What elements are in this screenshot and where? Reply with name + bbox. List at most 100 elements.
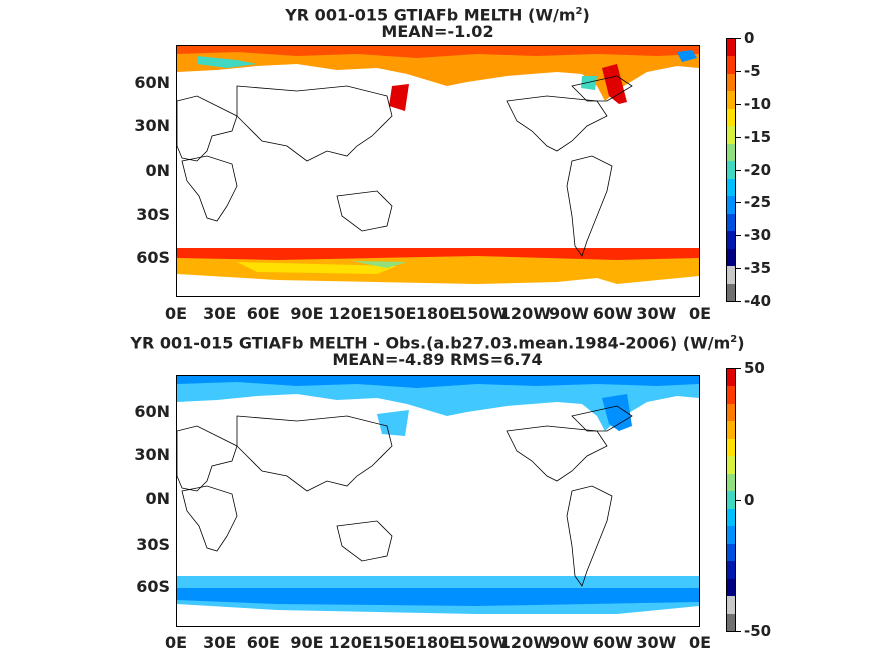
colorbar-tick-label: -15 bbox=[744, 127, 772, 146]
panel2-lon-label: 150W bbox=[456, 633, 508, 652]
panel1-lon-label: 180E bbox=[415, 304, 461, 323]
panel1-mean: MEAN=-1.02 bbox=[381, 22, 494, 41]
colorbar-tick-label: -25 bbox=[744, 193, 772, 212]
colorbar-swatch bbox=[727, 73, 735, 92]
panel2-colorbar-fill bbox=[727, 369, 735, 632]
panel1-map bbox=[176, 45, 700, 297]
panel2-lat-label-30s: 30S bbox=[136, 535, 170, 554]
panel1-colorbar-fill bbox=[727, 39, 735, 302]
panel1-map-svg bbox=[177, 46, 699, 296]
colorbar-tick-mark bbox=[736, 169, 741, 171]
panel2-title-text: YR 001-015 GTIAFb MELTH - Obs.(a.b27.03.… bbox=[130, 333, 731, 353]
colorbar-swatch bbox=[727, 108, 735, 127]
panel2-coastlines bbox=[177, 405, 633, 587]
colorbar-swatch bbox=[727, 369, 735, 387]
panel1-title-close: ) bbox=[582, 5, 590, 25]
colorbar-swatch bbox=[727, 578, 735, 597]
panel2-lon-label: 60W bbox=[592, 633, 633, 652]
colorbar-swatch bbox=[727, 456, 735, 474]
colorbar-swatch bbox=[727, 613, 735, 632]
panel2-lon-label: 90W bbox=[549, 633, 589, 652]
colorbar-tick-label: -40 bbox=[744, 292, 772, 310]
colorbar-swatch bbox=[727, 421, 735, 439]
panel1-southern-core bbox=[177, 248, 699, 260]
colorbar-swatch bbox=[727, 91, 735, 109]
panel1-southern-green bbox=[352, 261, 407, 268]
panel1-okhotsk bbox=[389, 84, 409, 111]
colorbar-swatch bbox=[727, 143, 735, 162]
panel1-antarctica bbox=[177, 284, 699, 296]
panel2-southern-core bbox=[177, 588, 699, 606]
colorbar-tick-label: -35 bbox=[744, 259, 772, 278]
panel1-lat-label-30s: 30S bbox=[136, 205, 170, 224]
panel2-colorbar bbox=[726, 368, 736, 632]
panel2-lon-label: 0E bbox=[688, 633, 712, 652]
colorbar-tick-mark bbox=[736, 202, 741, 204]
panel1-title: YR 001-015 GTIAFb MELTH (W/m2) bbox=[0, 2, 875, 25]
colorbar-tick-mark bbox=[736, 631, 741, 632]
colorbar-swatch bbox=[727, 213, 735, 232]
colorbar-tick-label: 50 bbox=[744, 359, 765, 377]
panel1-lon-label: 60E bbox=[246, 304, 280, 323]
panel1-arctic-blue-right bbox=[677, 50, 697, 62]
colorbar-swatch bbox=[727, 56, 735, 74]
colorbar-tick-label: 0 bbox=[744, 490, 755, 509]
colorbar-swatch bbox=[727, 491, 735, 509]
panel2-mean-rms: MEAN=-4.89 RMS=6.74 bbox=[332, 350, 543, 369]
panel1-title-sup: 2 bbox=[575, 6, 583, 17]
panel1-lon-label: 90E bbox=[290, 304, 324, 323]
panel1-lon-label: 150E bbox=[372, 304, 417, 323]
panel1-coastlines bbox=[177, 75, 633, 257]
panel1-lat-label-0n: 0N bbox=[145, 161, 170, 180]
panel2-title: YR 001-015 GTIAFb MELTH - Obs.(a.b27.03.… bbox=[0, 330, 875, 353]
panel2-lon-label: 90E bbox=[290, 633, 324, 652]
panel1-lon-label: 90W bbox=[549, 304, 589, 323]
colorbar-swatch bbox=[727, 283, 735, 302]
panel2-lon-label: 60E bbox=[246, 633, 280, 652]
panel2-lon-label: 180E bbox=[415, 633, 461, 652]
colorbar-tick-label: 0 bbox=[744, 29, 755, 47]
colorbar-tick-mark bbox=[736, 70, 741, 72]
panel2-antarctica bbox=[177, 614, 699, 626]
panel2-lat-label-30n: 30N bbox=[134, 445, 170, 464]
colorbar-swatch bbox=[727, 438, 735, 457]
panel2-title-close: ) bbox=[737, 333, 745, 353]
colorbar-tick-mark bbox=[736, 136, 741, 138]
panel1-arctic-blue-left bbox=[197, 56, 257, 68]
colorbar-swatch bbox=[727, 403, 735, 422]
panel1-lat-label-60n: 60N bbox=[134, 73, 170, 92]
colorbar-swatch bbox=[727, 178, 735, 197]
panel2-lon-label: 30E bbox=[203, 633, 237, 652]
panel1-colorbar bbox=[726, 38, 736, 302]
colorbar-swatch bbox=[727, 266, 735, 284]
colorbar-tick-mark bbox=[736, 38, 741, 39]
colorbar-swatch bbox=[727, 39, 735, 57]
colorbar-tick-mark bbox=[736, 268, 741, 270]
colorbar-tick-mark bbox=[736, 499, 741, 501]
colorbar-swatch bbox=[727, 526, 735, 544]
panel2-arctic-core bbox=[177, 376, 699, 388]
colorbar-swatch bbox=[727, 161, 735, 179]
colorbar-tick-label: -50 bbox=[744, 622, 772, 640]
colorbar-tick-mark bbox=[736, 103, 741, 105]
colorbar-tick-label: -30 bbox=[744, 226, 772, 245]
panel2-lon-label: 30W bbox=[636, 633, 677, 652]
panel2-map bbox=[176, 375, 700, 627]
panel2-lon-label: 120E bbox=[328, 633, 373, 652]
panel1-lat-label-60s: 60S bbox=[136, 248, 170, 267]
colorbar-tick-mark bbox=[736, 235, 741, 237]
panel2-title-sup: 2 bbox=[730, 334, 738, 345]
colorbar-swatch bbox=[727, 543, 735, 562]
panel1-lon-label: 0E bbox=[688, 304, 712, 323]
panel2-lat-label-0n: 0N bbox=[145, 489, 170, 508]
panel2-lon-label: 120W bbox=[499, 633, 551, 652]
panel2-lat-label-60n: 60N bbox=[134, 402, 170, 421]
colorbar-swatch bbox=[727, 248, 735, 267]
panel1-arctic-band bbox=[177, 46, 699, 101]
panel2-labrador bbox=[602, 394, 632, 431]
colorbar-tick-label: -20 bbox=[744, 160, 772, 179]
colorbar-swatch bbox=[727, 508, 735, 527]
colorbar-swatch bbox=[727, 596, 735, 614]
panel1-lon-label: 30E bbox=[203, 304, 237, 323]
colorbar-swatch bbox=[727, 126, 735, 144]
